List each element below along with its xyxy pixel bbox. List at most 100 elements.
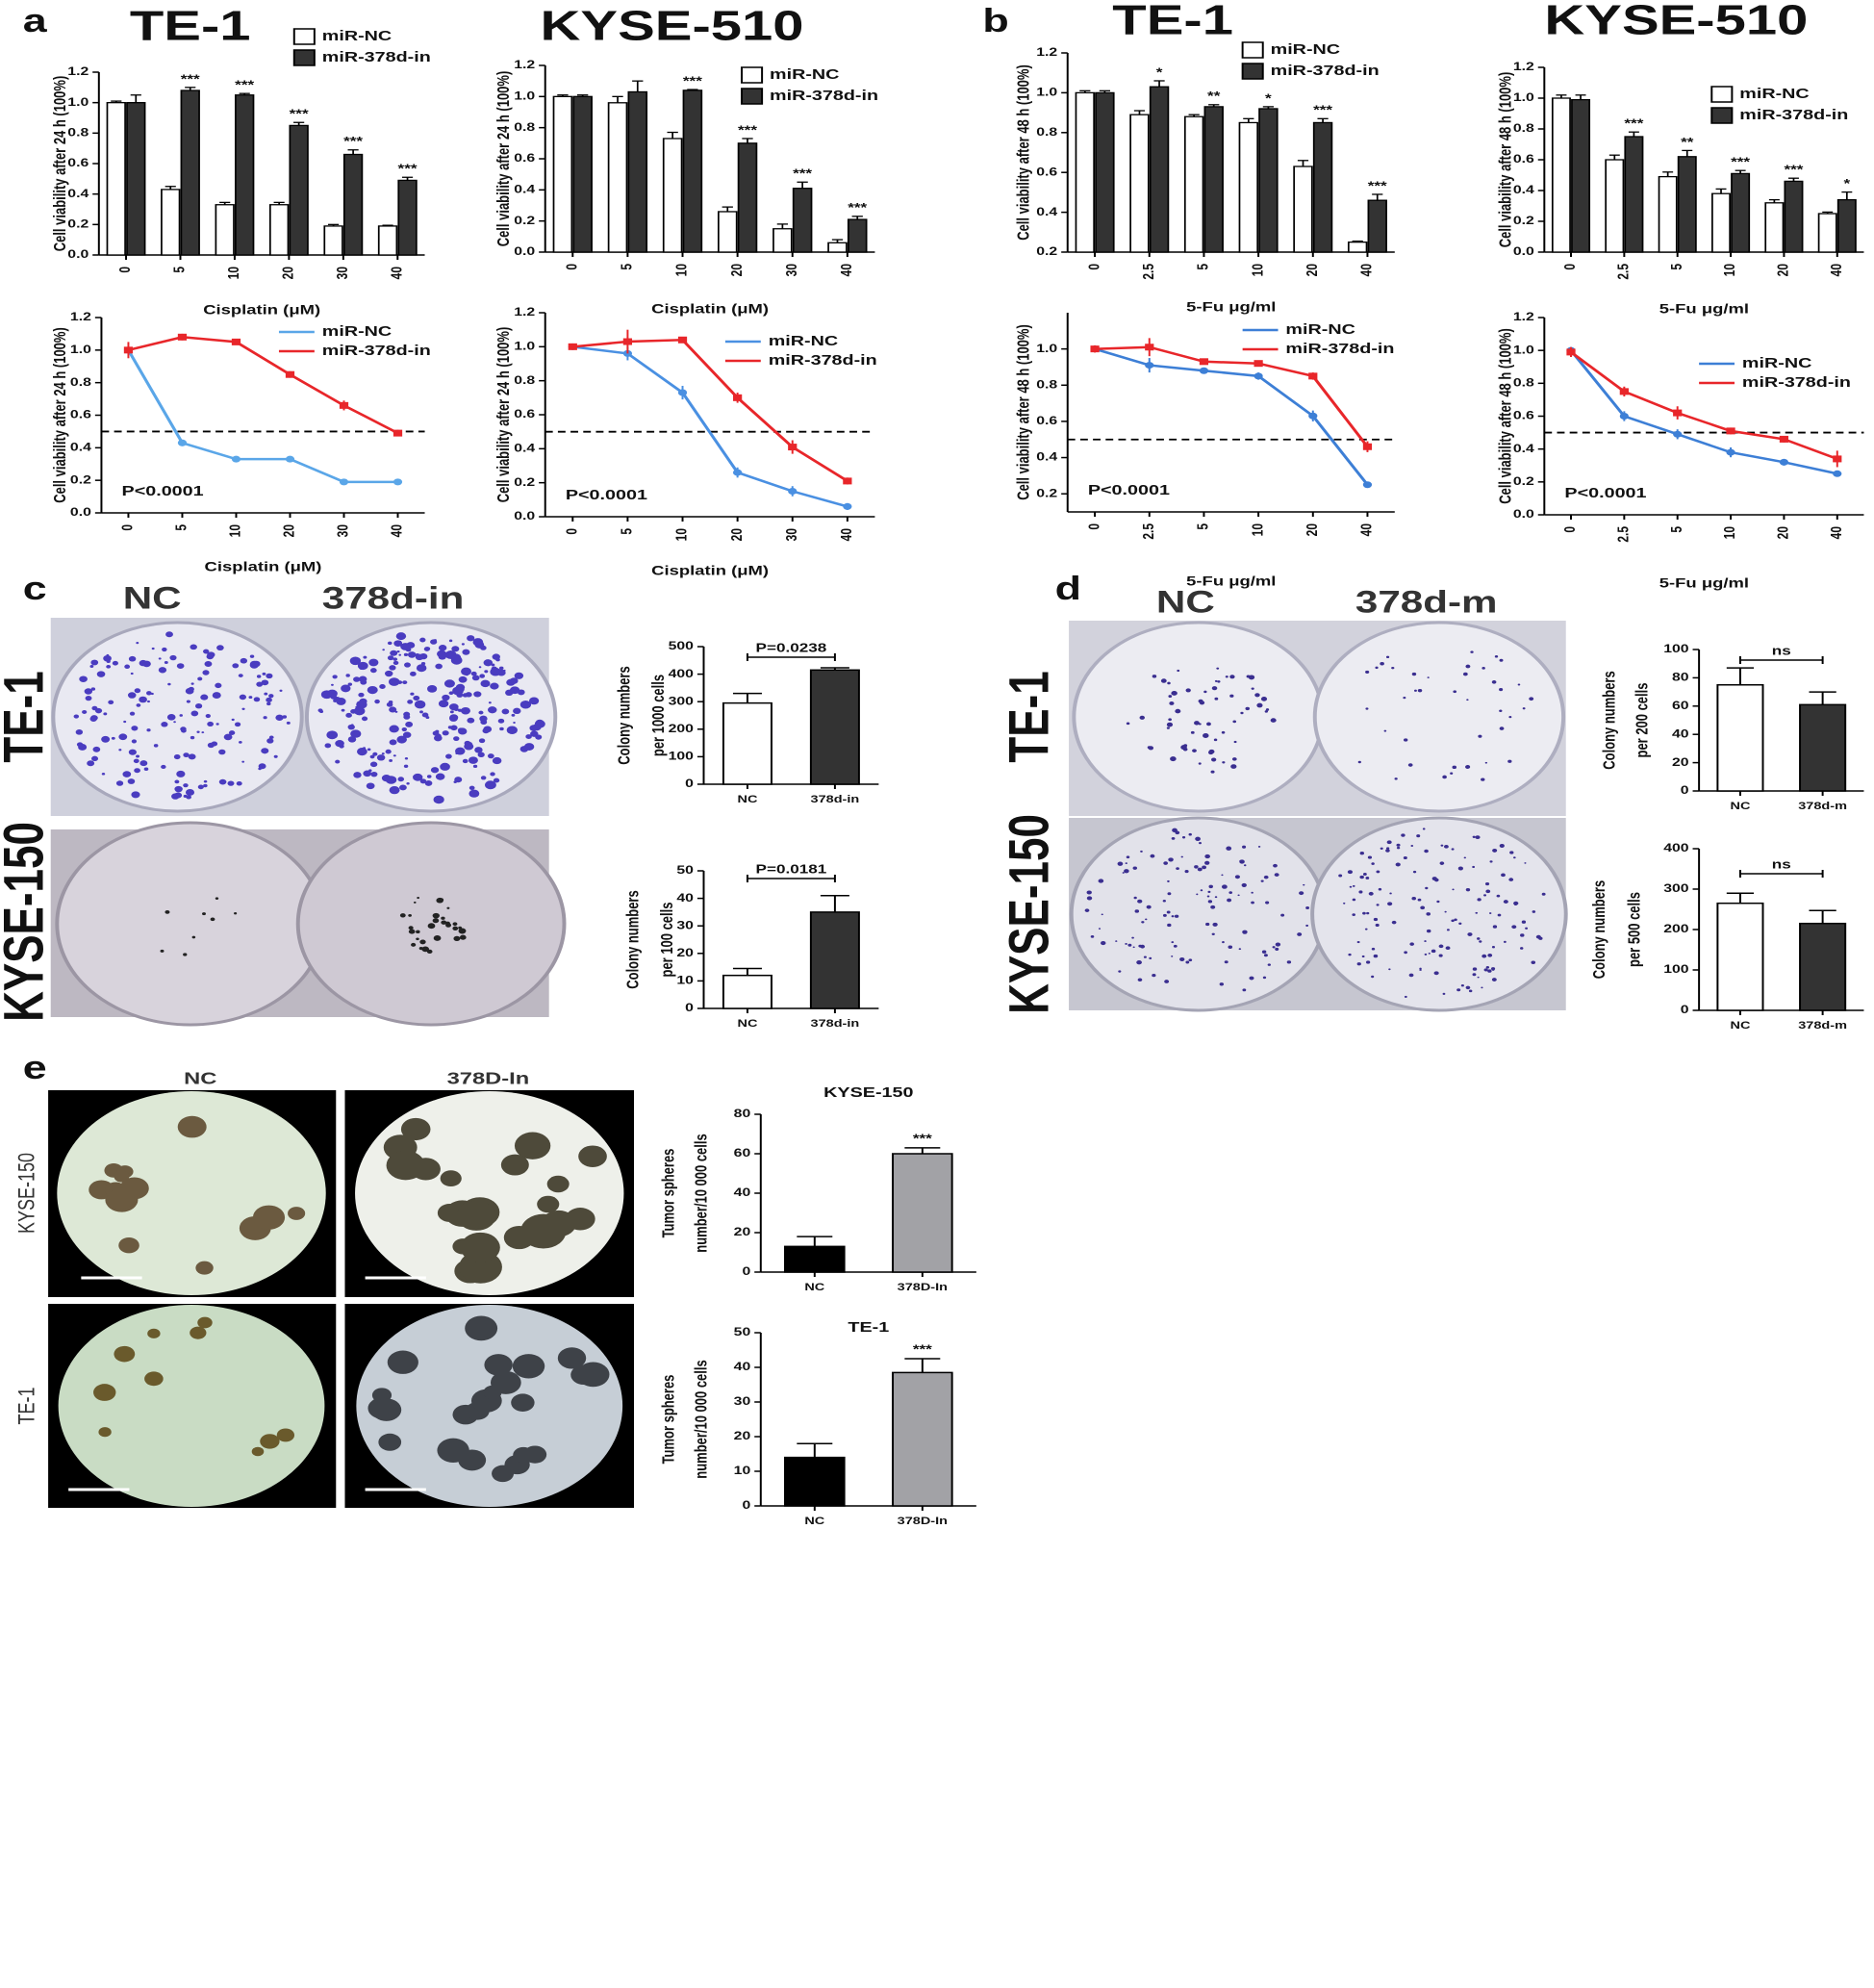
photo-dot bbox=[268, 735, 274, 740]
y-tick-label: 0.6 bbox=[514, 151, 535, 165]
photo-dot bbox=[462, 758, 468, 764]
photo-dot bbox=[451, 646, 460, 652]
photo-dot bbox=[482, 727, 490, 734]
photo-dot bbox=[195, 1261, 214, 1275]
x-tick-label: 40 bbox=[388, 524, 405, 538]
y-tick-label: 0.4 bbox=[1513, 183, 1534, 196]
photo-dot bbox=[432, 912, 440, 919]
photo-dot bbox=[1267, 963, 1271, 966]
marker bbox=[1779, 435, 1789, 443]
photo-dot bbox=[183, 953, 188, 956]
photo-dot bbox=[223, 733, 233, 741]
photo-dot bbox=[399, 784, 407, 791]
photo-dot bbox=[177, 1115, 207, 1138]
photo-dot bbox=[1492, 925, 1498, 929]
photo-dot bbox=[474, 747, 483, 753]
photo-dot bbox=[96, 671, 106, 677]
y-tick-label: 0.2 bbox=[1036, 486, 1057, 499]
photo-dot bbox=[546, 1175, 570, 1193]
photo-dot bbox=[1262, 976, 1267, 980]
photo-dot bbox=[1221, 884, 1228, 889]
x-tick-label: 5 bbox=[1667, 526, 1684, 533]
photo-dot bbox=[1204, 860, 1210, 865]
photo-dot bbox=[324, 743, 332, 749]
photo-dot bbox=[106, 659, 111, 663]
photo-dot bbox=[1133, 896, 1137, 900]
photo-dot bbox=[1167, 879, 1170, 882]
bar bbox=[809, 669, 860, 785]
photo-dot bbox=[393, 657, 398, 661]
bar bbox=[289, 124, 309, 256]
photo-dot bbox=[1477, 898, 1481, 902]
photo-dot bbox=[202, 912, 206, 916]
x-tick-label: 2.5 bbox=[1614, 526, 1632, 543]
photo-dot bbox=[468, 785, 475, 790]
photo-dot bbox=[1163, 861, 1169, 865]
y-tick-label: 0.4 bbox=[1036, 450, 1057, 464]
photo-dot bbox=[483, 659, 494, 667]
photo-dot bbox=[1207, 900, 1213, 904]
photo-dot bbox=[537, 1195, 560, 1213]
photo-dot bbox=[355, 705, 359, 709]
photo-dot bbox=[1132, 946, 1135, 949]
x-tick-label: 0 bbox=[1561, 526, 1579, 533]
photo-dot bbox=[1503, 900, 1508, 904]
bar bbox=[737, 142, 758, 253]
photo-d bbox=[1069, 621, 1568, 1012]
photo-dot bbox=[1496, 894, 1501, 898]
photo-dot bbox=[1366, 960, 1371, 964]
y-tick-label: 0 bbox=[685, 1001, 694, 1014]
photo-dot bbox=[279, 689, 283, 692]
photo-dot bbox=[1171, 956, 1174, 957]
photo-dot bbox=[501, 708, 510, 715]
well bbox=[1312, 621, 1566, 813]
photo-dot bbox=[1499, 658, 1504, 662]
photo-dot bbox=[1499, 688, 1504, 692]
y-tick-label: 0.8 bbox=[67, 125, 89, 139]
photo-dot bbox=[136, 703, 141, 707]
photo-dot bbox=[1499, 709, 1503, 713]
photo-dot bbox=[389, 706, 397, 713]
y-axis-label: per 1000 cells bbox=[649, 675, 668, 756]
well bbox=[1072, 621, 1325, 813]
photo-dot bbox=[112, 660, 118, 666]
photo-dot bbox=[1491, 946, 1495, 949]
photo-dot bbox=[73, 714, 80, 719]
photo-dot bbox=[472, 638, 484, 647]
x-tick-label: 378D-In bbox=[898, 1515, 948, 1527]
photo-dot bbox=[387, 655, 394, 661]
photo-dot bbox=[413, 695, 420, 701]
photo-dot bbox=[118, 749, 122, 752]
photo-dot bbox=[1491, 680, 1497, 684]
y-axis-label: Colony numbers bbox=[616, 666, 634, 764]
photo-dot bbox=[1214, 896, 1218, 899]
photo-dot bbox=[453, 780, 457, 783]
photo-dot bbox=[261, 748, 269, 754]
marker bbox=[285, 455, 295, 463]
photo-dot bbox=[190, 682, 194, 685]
photo-dot bbox=[139, 696, 147, 703]
photo-dot bbox=[1450, 772, 1454, 775]
photo-dot bbox=[403, 714, 411, 720]
photo-dot bbox=[1166, 726, 1170, 729]
photo-dot bbox=[165, 631, 173, 638]
photo-dot bbox=[1211, 686, 1218, 691]
photo-dot bbox=[128, 655, 137, 662]
x-axis-label: 5-Fu μg/ml bbox=[1659, 302, 1749, 317]
photo-dot bbox=[356, 700, 367, 709]
photo-dot bbox=[174, 779, 180, 784]
well bbox=[51, 621, 304, 813]
photo-dot bbox=[389, 725, 399, 733]
y-tick-label: 0.6 bbox=[1513, 409, 1534, 422]
photo-dot bbox=[1143, 956, 1147, 958]
x-tick-label: 5 bbox=[1194, 264, 1211, 270]
photo-dot bbox=[1171, 690, 1178, 696]
photo-dot bbox=[167, 682, 171, 686]
photo-dot bbox=[478, 710, 484, 715]
photo-dot bbox=[1206, 722, 1211, 726]
photo-dot bbox=[190, 710, 199, 717]
photo-dot bbox=[1487, 969, 1492, 973]
photo-dot bbox=[1251, 891, 1254, 894]
photo-dot bbox=[452, 686, 464, 696]
row-label: KYSE-150 bbox=[0, 822, 55, 1022]
